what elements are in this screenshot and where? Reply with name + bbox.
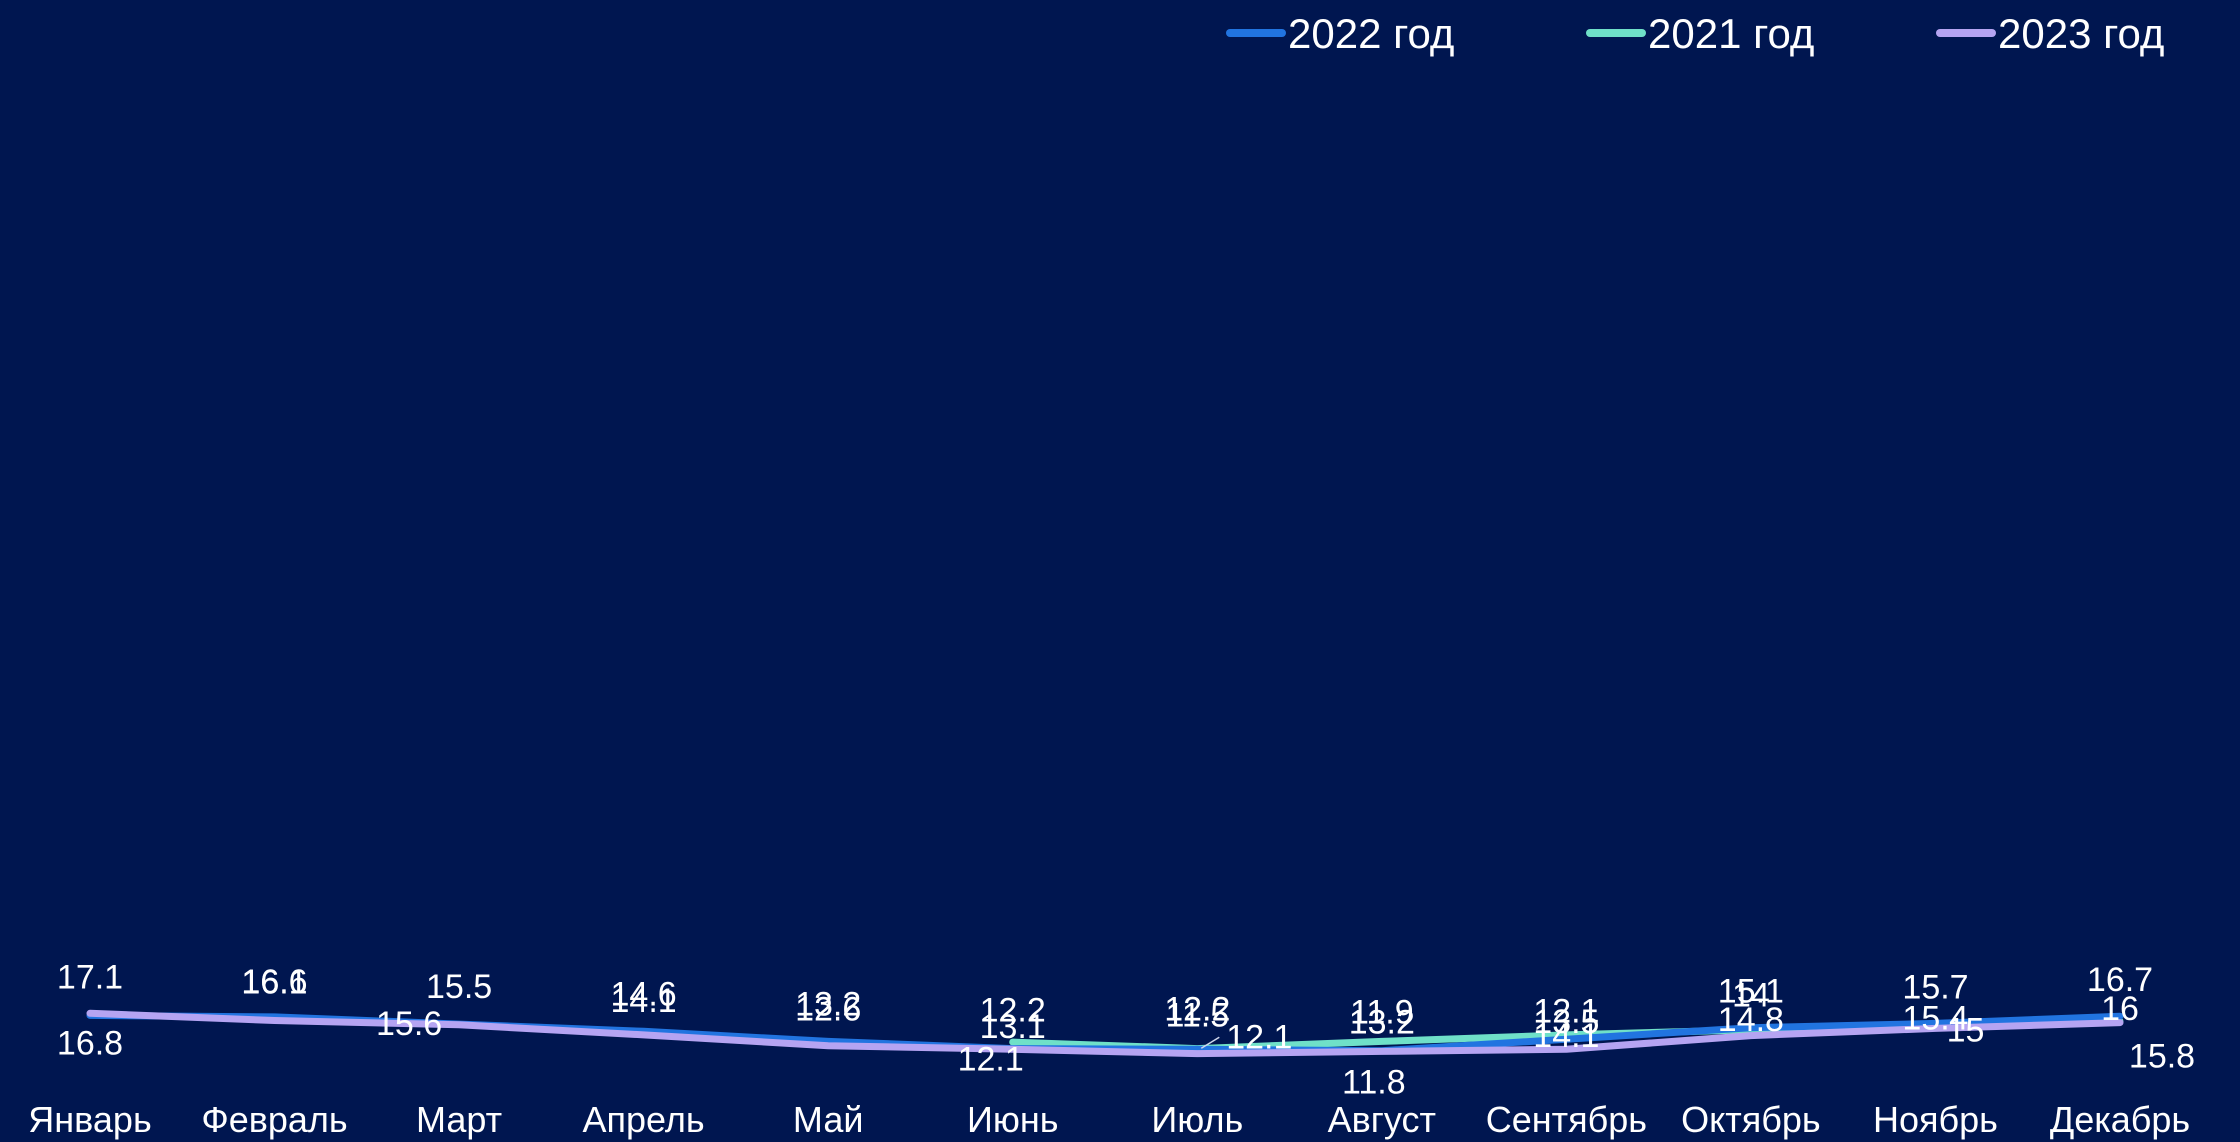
legend-label: 2023 год — [1998, 10, 2164, 57]
legend-item: 2021 год — [1586, 10, 1814, 57]
data-labels: 16.816.615.614.6 13.2 12.212.111.9 13.515.1… — [57, 958, 2195, 1101]
data-label: 16.6 — [241, 963, 307, 1001]
data-label: 16 — [2101, 990, 2139, 1028]
x-tick-label: Сентябрь — [1486, 1099, 1647, 1140]
x-tick-label: Декабрь — [2050, 1099, 2190, 1140]
data-label: 14.6 — [611, 975, 677, 1013]
data-label: 17.1 — [57, 958, 123, 996]
x-tick-label: Август — [1328, 1099, 1436, 1140]
data-label: 15.7 — [1902, 968, 1968, 1006]
chart-legend: 2022 год 2021 год 2023 год — [1226, 10, 2164, 57]
x-tick-label: Апрель — [583, 1099, 705, 1140]
data-label: 15.1 — [1718, 973, 1784, 1011]
data-label: 14.8 — [1718, 1001, 1784, 1039]
data-label: 13.2 — [795, 985, 861, 1023]
data-label: 12.2 — [1164, 991, 1230, 1029]
x-tick-label: Май — [793, 1099, 864, 1140]
series-lines — [86, 1009, 2124, 1058]
label-leader-line — [1200, 1036, 1220, 1049]
legend-item: 2023 год — [1936, 10, 2164, 57]
data-label: 14.1 — [611, 982, 677, 1020]
data-label: 11.5 — [1165, 997, 1229, 1035]
x-tick-label: Июль — [1151, 1099, 1243, 1140]
x-axis: Январь Февраль Март Апрель Май Июнь Июль Август… — [28, 1099, 2190, 1140]
x-tick-label: Январь — [28, 1099, 151, 1140]
data-label: 12.6 — [795, 991, 861, 1029]
data-label: 12.1 — [1226, 1018, 1292, 1056]
legend-label: 2022 год — [1288, 10, 1454, 57]
x-tick-label: Июнь — [967, 1099, 1059, 1140]
x-tick-label: Ноябрь — [1873, 1099, 1998, 1140]
data-label: 15.4 — [1902, 999, 1968, 1037]
data-label: 16.1 — [241, 963, 307, 1001]
series-line-2023- — [86, 1009, 2124, 1058]
data-label: 12.2 — [980, 992, 1046, 1030]
x-tick-label: Октябрь — [1681, 1099, 1821, 1140]
data-label: 14.1 — [1533, 1017, 1599, 1055]
x-tick-label: Март — [416, 1099, 502, 1140]
data-label: 15.8 — [2129, 1038, 2195, 1076]
legend-item: 2022 год — [1226, 10, 1454, 57]
data-label: 16.7 — [2087, 961, 2153, 999]
data-label: 15.6 — [376, 1005, 442, 1043]
data-label: 11.9 — [1350, 994, 1414, 1032]
data-label: 11.8 — [1342, 1063, 1406, 1101]
data-label: 16.8 — [57, 1024, 123, 1062]
data-label: 14 — [1732, 977, 1770, 1015]
data-label: 13.5 — [1533, 1003, 1599, 1041]
x-tick-label: Февраль — [201, 1099, 347, 1140]
data-label: 13.1 — [980, 1008, 1046, 1046]
data-label: 13.2 — [1349, 1003, 1415, 1041]
legend-label: 2021 год — [1648, 10, 1814, 57]
data-label: 12.1 — [958, 1040, 1024, 1078]
data-label: 12.1 — [1533, 992, 1599, 1030]
data-label: 15 — [1947, 1011, 1985, 1049]
data-label: 15.5 — [426, 968, 492, 1006]
